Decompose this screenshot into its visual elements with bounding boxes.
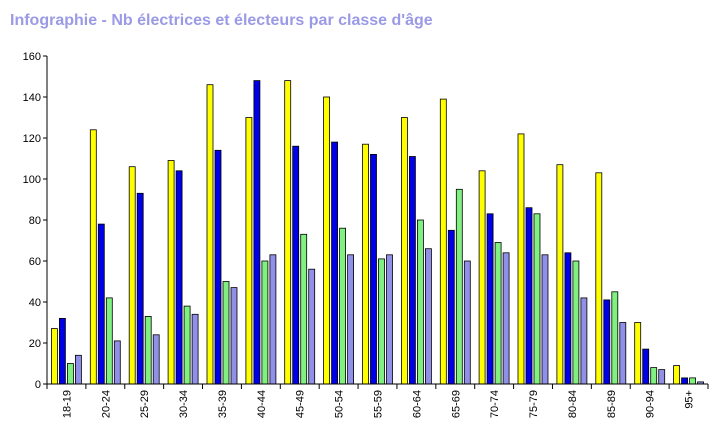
bar-series1-50-54 xyxy=(331,141,339,385)
bar-series2-90-94 xyxy=(650,367,658,385)
x-tick-label-85-89: 85-89 xyxy=(606,390,618,418)
y-tick-label-60: 60 xyxy=(29,256,41,268)
bar-series0-85-89 xyxy=(595,172,603,385)
x-tick-label-80-84: 80-84 xyxy=(567,390,579,418)
bar-series3-80-84 xyxy=(580,297,588,385)
bar-series2-18-19 xyxy=(67,363,74,385)
y-tick-label-0: 0 xyxy=(35,379,41,391)
bar-series2-20-24 xyxy=(105,297,113,385)
bar-series2-50-54 xyxy=(339,227,347,385)
bar-series0-25-29 xyxy=(128,166,136,385)
bar-series2-70-74 xyxy=(494,242,502,385)
y-tick-label-100: 100 xyxy=(23,174,41,186)
bar-series2-60-64 xyxy=(416,219,424,385)
x-tick-label-65-69: 65-69 xyxy=(450,390,462,418)
bar-series1-75-79 xyxy=(525,207,533,385)
bar-series2-45-49 xyxy=(300,233,308,385)
bar-series0-20-24 xyxy=(89,129,97,385)
x-tick-label-25-29: 25-29 xyxy=(139,390,151,418)
bar-series3-40-44 xyxy=(269,254,277,385)
bar-series0-90-94 xyxy=(634,322,642,385)
bar-series1-25-29 xyxy=(136,192,144,385)
bar-series2-40-44 xyxy=(261,260,269,385)
bar-series3-20-24 xyxy=(113,340,121,385)
bar-series1-40-44 xyxy=(253,80,261,385)
bar-series2-30-34 xyxy=(183,305,191,385)
x-tick-label-50-54: 50-54 xyxy=(334,390,346,418)
x-tick-label-35-39: 35-39 xyxy=(217,390,229,418)
y-tick-label-120: 120 xyxy=(23,133,41,145)
bar-series0-40-44 xyxy=(245,117,253,385)
bar-series1-90-94 xyxy=(642,348,650,385)
y-tick-label-20: 20 xyxy=(29,338,41,350)
bar-series3-35-39 xyxy=(230,287,238,385)
bar-series0-18-19 xyxy=(51,328,58,385)
bar-series1-80-84 xyxy=(564,252,572,385)
bar-series2-55-59 xyxy=(378,258,385,385)
bar-series0-30-34 xyxy=(167,160,175,385)
bar-series3-45-49 xyxy=(308,268,316,385)
bar-series3-18-19 xyxy=(75,354,82,385)
x-tick-label-70-74: 70-74 xyxy=(489,390,501,418)
bar-series3-90-94 xyxy=(658,369,666,385)
bar-series3-60-64 xyxy=(424,248,432,385)
bar-series3-75-79 xyxy=(541,254,549,385)
bar-series2-35-39 xyxy=(222,281,230,385)
bar-series1-65-69 xyxy=(447,229,455,385)
x-tick-label-55-59: 55-59 xyxy=(373,390,385,418)
bar-series1-85-89 xyxy=(603,299,611,385)
bar-series1-55-59 xyxy=(370,153,377,385)
bar-series1-95+ xyxy=(681,377,688,385)
bar-series3-50-54 xyxy=(347,254,355,385)
x-tick-label-30-34: 30-34 xyxy=(178,390,190,418)
y-tick-label-40: 40 xyxy=(29,297,41,309)
chart-title: Infographie - Nb électrices et électeurs… xyxy=(10,12,433,29)
bar-series2-25-29 xyxy=(144,315,152,385)
x-tick-label-45-49: 45-49 xyxy=(295,390,307,418)
bar-series3-55-59 xyxy=(386,254,393,385)
bar-series3-30-34 xyxy=(191,313,199,385)
bars-group xyxy=(51,80,704,385)
bar-series0-95+ xyxy=(673,365,680,385)
axes-group: 0 20 40 60 80 100 120 140 160 18-19 20-24 25-29 30-3… xyxy=(23,51,709,418)
bar-series0-45-49 xyxy=(284,80,292,385)
x-tick-label-90-94: 90-94 xyxy=(645,390,657,418)
x-tick-label-40-44: 40-44 xyxy=(256,390,268,418)
bar-series0-65-69 xyxy=(439,98,447,385)
bar-series2-95+ xyxy=(689,377,696,385)
bar-series1-70-74 xyxy=(486,213,494,385)
bar-series0-75-79 xyxy=(517,133,525,385)
bar-series2-80-84 xyxy=(572,260,580,385)
bar-series0-50-54 xyxy=(323,96,331,385)
x-tick-label-20-24: 20-24 xyxy=(100,390,112,418)
bar-series2-65-69 xyxy=(455,188,463,385)
x-tick-label-18-19: 18-19 xyxy=(61,390,73,418)
bar-series1-18-19 xyxy=(59,317,66,385)
x-tick-label-75-79: 75-79 xyxy=(528,390,540,418)
bar-series2-75-79 xyxy=(533,213,541,385)
bar-series3-65-69 xyxy=(463,260,471,385)
x-tick-label-60-64: 60-64 xyxy=(411,390,423,418)
bar-series1-20-24 xyxy=(97,223,105,385)
bar-series0-60-64 xyxy=(400,117,408,385)
bar-series0-35-39 xyxy=(206,84,214,385)
bar-series3-85-89 xyxy=(619,322,627,385)
bar-series0-55-59 xyxy=(362,143,369,385)
x-tick-label-95+: 95+ xyxy=(684,390,696,409)
y-tick-label-80: 80 xyxy=(29,215,41,227)
bar-series0-70-74 xyxy=(478,170,486,385)
y-tick-label-140: 140 xyxy=(23,92,41,104)
y-tick-label-160: 160 xyxy=(23,51,41,63)
bar-series3-70-74 xyxy=(502,252,510,385)
bar-series1-30-34 xyxy=(175,170,183,385)
bar-series2-85-89 xyxy=(611,291,619,385)
bar-series0-80-84 xyxy=(556,164,564,385)
bar-series1-35-39 xyxy=(214,149,222,385)
bar-series1-60-64 xyxy=(408,156,416,385)
bar-series1-45-49 xyxy=(292,145,300,385)
bar-series3-25-29 xyxy=(152,334,160,385)
